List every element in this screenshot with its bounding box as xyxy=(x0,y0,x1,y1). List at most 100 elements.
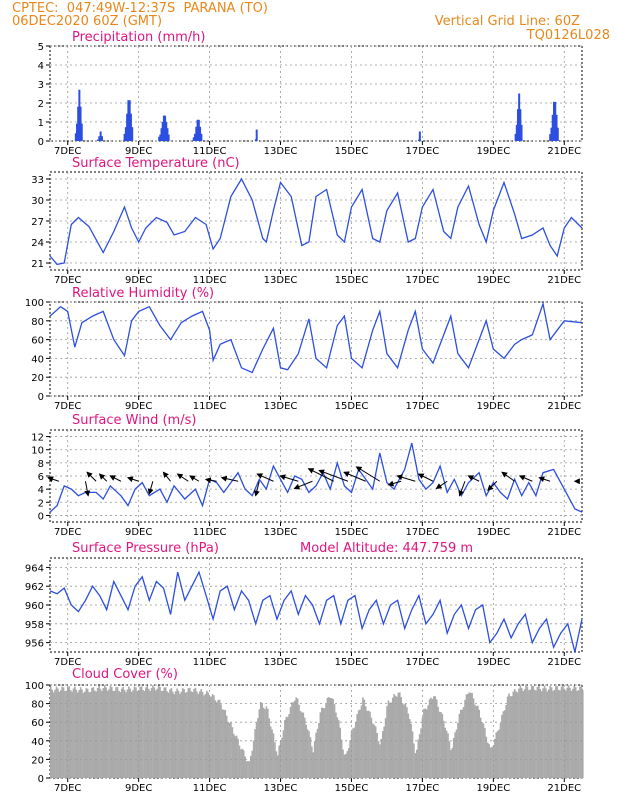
y-tick-label: 958 xyxy=(25,620,44,631)
cloud-bar xyxy=(113,690,116,778)
wind-vector-arrow xyxy=(279,474,299,482)
cloud-bar xyxy=(532,685,534,778)
cloud-bar xyxy=(355,721,357,778)
precipitation-bar xyxy=(555,114,558,141)
cloud-bar xyxy=(330,698,333,778)
cloud-bar xyxy=(180,691,183,778)
cloud-bar xyxy=(184,692,187,778)
cloud-bar xyxy=(196,691,198,778)
x-tick-label: 21DEC xyxy=(547,146,581,157)
y-tick-label: 10 xyxy=(31,446,44,457)
cloud-bar xyxy=(335,712,337,778)
cloud-bar xyxy=(475,706,478,778)
cloud-bar xyxy=(92,687,95,778)
y-tick-label: 4 xyxy=(38,61,44,72)
cloud-bar xyxy=(345,753,347,778)
cloud-bar xyxy=(332,699,334,778)
cloud-bar xyxy=(72,688,75,778)
cloud-bar xyxy=(146,685,149,778)
cloud-bar xyxy=(562,685,564,778)
cloud-bar xyxy=(328,697,330,778)
precipitation-bar xyxy=(167,134,170,141)
y-tick-label: 60 xyxy=(31,336,44,347)
precipitation-bar xyxy=(79,106,82,141)
cloud-bar xyxy=(485,736,488,778)
cloud-bar xyxy=(132,690,134,778)
panel-title: Cloud Cover (%) xyxy=(72,667,178,682)
cloud-bar xyxy=(347,748,350,778)
cloud-bar xyxy=(427,705,429,778)
x-tick-label: 13DEC xyxy=(264,146,298,157)
x-tick-label: 21DEC xyxy=(547,657,581,668)
cloud-bar xyxy=(224,710,227,778)
wind-vector-arrow xyxy=(435,480,448,490)
cloud-bar xyxy=(150,688,153,778)
wind-vector-arrow xyxy=(126,476,139,483)
cloud-bar xyxy=(379,744,381,778)
cloud-bar xyxy=(376,733,378,778)
cloud-bar xyxy=(563,688,566,778)
x-tick-label: 11DEC xyxy=(193,783,227,794)
x-tick-label: 9DEC xyxy=(125,401,152,412)
panel-title: Relative Humidity (%) xyxy=(72,286,214,301)
cloud-bar xyxy=(573,685,576,778)
panel-title: Precipitation (mm/h) xyxy=(72,30,205,45)
cloud-bar xyxy=(506,696,509,778)
precipitation-bar xyxy=(98,136,101,141)
series-line xyxy=(49,570,583,653)
cloud-bar xyxy=(326,697,329,778)
y-tick-label: 0 xyxy=(38,511,44,522)
y-tick-label: 5 xyxy=(38,42,44,53)
precipitation-bar xyxy=(200,133,203,141)
x-tick-label: 15DEC xyxy=(335,401,369,412)
precipitation-bar xyxy=(164,115,167,141)
cloud-bar xyxy=(442,720,445,778)
cloud-bar xyxy=(79,687,82,778)
cloud-bar xyxy=(488,744,490,778)
cloud-bar xyxy=(122,686,124,778)
cloud-bar xyxy=(164,687,167,778)
cloud-bar xyxy=(285,716,288,778)
y-tick-label: 33 xyxy=(31,175,44,186)
y-tick-label: 956 xyxy=(25,639,44,650)
cloud-bar xyxy=(301,712,303,778)
cloud-bar xyxy=(569,687,571,778)
wind-vector-arrow xyxy=(162,471,171,482)
cloud-bar xyxy=(577,690,580,778)
cloud-bar xyxy=(51,689,54,778)
precipitation-bar xyxy=(554,101,557,141)
cloud-bar xyxy=(418,734,421,778)
cloud-bar xyxy=(469,692,472,778)
wind-vector-arrow xyxy=(467,475,480,482)
cloud-bar xyxy=(228,722,231,778)
cloud-bar xyxy=(465,694,468,778)
cloud-bar xyxy=(85,688,88,778)
x-tick-label: 7DEC xyxy=(54,401,81,412)
x-tick-label: 7DEC xyxy=(54,275,81,286)
cloud-bar xyxy=(425,709,428,778)
y-tick-label: 0 xyxy=(38,774,44,785)
cloud-bar xyxy=(190,691,193,778)
precipitation-bar xyxy=(518,93,521,141)
cloud-bar xyxy=(477,705,479,778)
cloud-bar xyxy=(197,693,200,778)
cloud-bar xyxy=(214,700,217,778)
cloud-bar xyxy=(274,742,276,778)
cloud-bar xyxy=(286,717,289,778)
wind-vector-arrow xyxy=(501,471,515,482)
cloud-bar xyxy=(389,702,391,778)
header-model-code: TQ0126L028 xyxy=(526,28,610,43)
wind-vector-arrow xyxy=(204,477,217,484)
cloud-bar xyxy=(546,691,549,778)
cloud-bar xyxy=(462,707,465,778)
cloud-bar xyxy=(78,690,80,778)
cloud-bar xyxy=(143,690,146,778)
cloud-bar xyxy=(386,706,388,778)
cloud-bar xyxy=(284,720,286,778)
y-tick-label: 2 xyxy=(38,498,44,509)
cloud-bar xyxy=(482,723,485,778)
precipitation-bar xyxy=(99,131,102,141)
cloud-bar xyxy=(254,729,256,778)
cloud-bar xyxy=(93,690,96,778)
cloud-bar xyxy=(495,732,498,778)
